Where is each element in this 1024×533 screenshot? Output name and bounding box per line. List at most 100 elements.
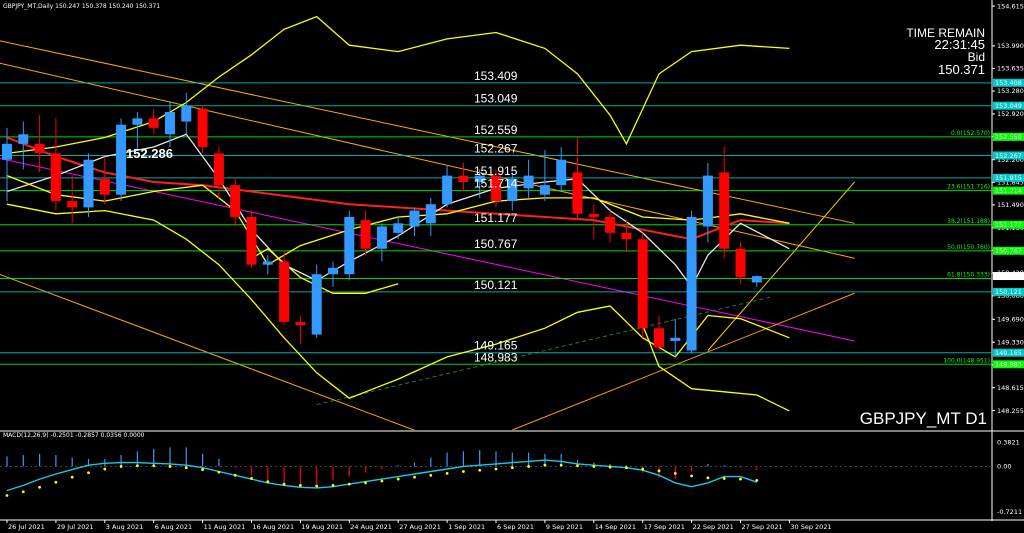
macd-signal-dot: [608, 465, 612, 469]
candle-body: [425, 204, 436, 224]
macd-signal-dot: [543, 463, 547, 467]
fib-label-2: 38.2(151.188): [947, 218, 990, 225]
fib-label-4: 61.8(150.333): [947, 271, 990, 278]
macd-tick-label: 0.00: [997, 463, 1011, 471]
date-tick-label: 3 Aug 2021: [106, 523, 144, 531]
axis-tag-box: [993, 151, 1024, 160]
candle-body: [702, 175, 713, 227]
candle-body: [654, 328, 664, 348]
macd-signal-dot: [38, 485, 41, 489]
date-tick-label: 1 Sep 2021: [448, 523, 485, 531]
macd-signal-dot: [233, 473, 237, 477]
price-tick-label: 149.690: [997, 316, 1024, 324]
macd-signal-dot: [396, 477, 400, 481]
price-tick-label: 153.990: [997, 42, 1024, 50]
axis-tag-label: 150.767: [995, 247, 1022, 255]
candle-body: [262, 261, 273, 265]
price-tick-label: 151.845: [997, 178, 1024, 186]
candle-body: [2, 143, 12, 160]
axis-tag-box: [993, 101, 1024, 110]
axis-tag-label: 151.714: [995, 187, 1022, 195]
macd-tick-label: 0.3821: [997, 438, 1020, 446]
macd-signal-dot: [690, 474, 693, 478]
candle-body: [507, 178, 518, 202]
axis-tag-label: 149.165: [995, 349, 1022, 357]
macd-signal-dot: [429, 473, 433, 477]
trend-line-2: [0, 158, 855, 342]
price-tick-label: 152.200: [997, 156, 1024, 164]
ma-yellow-upper: [6, 15, 790, 155]
axis-tag-label: 152.559: [995, 133, 1022, 141]
macd-signal-dot: [527, 465, 530, 468]
candle-body: [621, 232, 632, 240]
candle-body: [18, 134, 29, 144]
date-tick-label: 16 Aug 2021: [253, 523, 295, 531]
ma-red: [6, 136, 790, 241]
candle-body: [556, 159, 567, 186]
macd-signal-dot: [364, 481, 367, 485]
symbol-watermark: GBPJPY_MT D1: [860, 409, 987, 428]
macd-signal-dot: [347, 482, 351, 486]
macd-signal-dot: [299, 484, 302, 487]
candle-body: [360, 220, 371, 249]
candle-body: [181, 105, 192, 122]
axis-tag-box: [993, 132, 1024, 141]
macd-signal-dot: [445, 471, 449, 475]
axis-tag-label: 150.121: [995, 288, 1022, 296]
macd-signal-dot: [315, 484, 319, 488]
candle-body: [572, 172, 583, 214]
price-tick-label: 148.255: [997, 407, 1024, 415]
macd-signal-dot: [592, 465, 596, 468]
macd-tick-label: -0.7211: [997, 508, 1022, 516]
candle-body: [311, 274, 322, 335]
price-tick-label: 150.060: [997, 292, 1024, 300]
macd-signal-dot: [673, 471, 677, 475]
macd-signal-dot: [478, 468, 482, 472]
fib-label-1: 23.6(151.716): [947, 184, 990, 191]
level-label-9: 150.121: [474, 278, 518, 292]
macd-signal-dot: [657, 469, 661, 473]
axis-tag-box: [993, 186, 1024, 195]
level-label-6: 151.177: [474, 211, 518, 225]
trend-line-5: [707, 181, 855, 351]
macd-signal-dot: [103, 467, 107, 471]
candle-body: [83, 159, 94, 208]
left-price-label: 152.286: [126, 146, 173, 161]
macd-signal-dot: [168, 465, 172, 468]
candle-body: [670, 337, 681, 341]
axis-tag-label: 153.049: [995, 102, 1022, 110]
candle-body: [539, 185, 550, 195]
level-label-7: 150.767: [474, 237, 518, 251]
bid-value: 150.371: [938, 62, 985, 77]
date-tick-label: 30 Sep 2021: [790, 523, 831, 531]
candle-body: [458, 175, 469, 182]
candle-body: [751, 276, 762, 283]
axis-tag-box: [993, 78, 1024, 87]
candle-body: [116, 124, 127, 195]
candle-body: [132, 118, 143, 125]
macd-signal-dot: [510, 466, 514, 470]
price-tick-label: 149.330: [997, 338, 1024, 346]
axis-tag-box: [993, 348, 1024, 357]
macd-signal-dot: [380, 479, 384, 483]
candle-body: [409, 210, 420, 227]
date-tick-label: 11 Aug 2021: [204, 523, 246, 531]
macd-signal-dot: [722, 477, 726, 480]
macd-signal-dot: [413, 475, 416, 479]
axis-tag-box: [993, 272, 1024, 281]
macd-signal-dot: [266, 480, 270, 484]
date-tick-label: 9 Sep 2021: [546, 523, 583, 531]
candle-body: [637, 239, 648, 329]
macd-signal-dot: [136, 464, 139, 468]
date-tick-label: 14 Sep 2021: [595, 523, 636, 531]
macd-signal-dot: [201, 468, 205, 471]
macd-signal-dot: [217, 470, 221, 474]
candle-body: [50, 153, 61, 202]
date-tick-label: 27 Aug 2021: [399, 523, 441, 531]
date-tick-label: 19 Aug 2021: [301, 523, 343, 531]
candle-body: [148, 118, 159, 128]
macd-signal-dot: [494, 467, 498, 471]
price-tick-label: 154.615: [997, 2, 1024, 10]
candle-body: [491, 175, 501, 202]
